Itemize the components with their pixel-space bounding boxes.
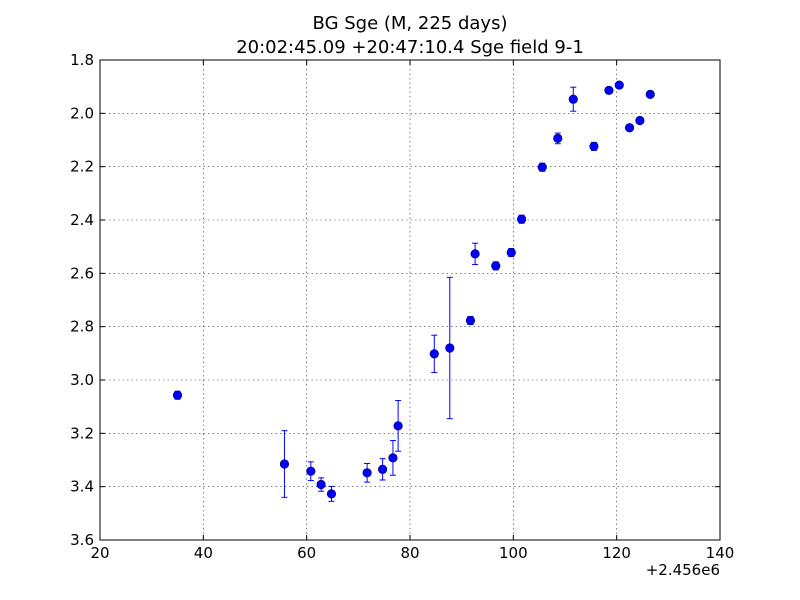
data-point — [279, 459, 290, 469]
x-tick-label: 20 — [90, 544, 109, 562]
x-tick-labels: 20 40 60 80 100 120 140 — [90, 544, 734, 562]
error-bars — [174, 81, 654, 502]
data-point — [362, 468, 372, 478]
data-point — [465, 315, 476, 326]
y-tick-label: 2.2 — [70, 158, 94, 176]
x-tick-label: 60 — [297, 544, 316, 562]
x-tick-label: 80 — [400, 544, 419, 562]
data-point — [589, 141, 599, 151]
data-point — [604, 85, 614, 96]
data-point — [624, 123, 635, 133]
data-point — [393, 421, 403, 431]
y-tick-label: 1.8 — [70, 51, 94, 69]
data-point — [553, 133, 563, 143]
x-tick-label: 140 — [706, 544, 735, 562]
data-point — [506, 247, 516, 258]
y-tick-label: 2.6 — [70, 264, 94, 282]
data-point — [635, 115, 645, 126]
axis-ticks — [99, 59, 721, 541]
data-points — [172, 80, 655, 499]
x-tick-label: 100 — [499, 544, 528, 562]
y-tick-label: 2.0 — [70, 104, 94, 122]
chart-subtitle: 20:02:45.09 +20:47:10.4 Sge field 9-1 — [236, 37, 584, 58]
data-point — [470, 249, 480, 259]
data-point — [537, 162, 547, 172]
data-point — [516, 214, 527, 224]
data-point — [568, 94, 578, 104]
x-tick-label: 40 — [194, 544, 213, 562]
data-point — [614, 80, 624, 90]
y-tick-label: 3.4 — [70, 478, 94, 496]
data-point — [445, 343, 455, 353]
y-tick-label: 2.8 — [70, 318, 94, 336]
x-tick-label: 120 — [602, 544, 631, 562]
y-tick-labels: 1.8 2.0 2.2 2.4 2.6 2.8 3.0 3.2 3.4 3.6 — [70, 51, 94, 549]
y-tick-label: 3.2 — [70, 424, 94, 442]
y-tick-label: 3.6 — [70, 531, 94, 549]
data-point — [378, 464, 388, 474]
data-point — [645, 89, 655, 100]
data-point — [316, 479, 326, 490]
y-tick-label: 2.4 — [70, 211, 94, 229]
y-tick-label: 3.0 — [70, 371, 94, 389]
data-point — [429, 349, 439, 359]
data-point — [491, 261, 501, 271]
grid-lines — [100, 60, 720, 540]
data-point — [326, 489, 337, 499]
data-point — [388, 453, 398, 463]
data-point — [306, 466, 316, 476]
chart-title: BG Sge (M, 225 days) — [313, 13, 508, 34]
x-offset-label: +2.456e6 — [646, 561, 720, 579]
data-point — [172, 390, 183, 400]
